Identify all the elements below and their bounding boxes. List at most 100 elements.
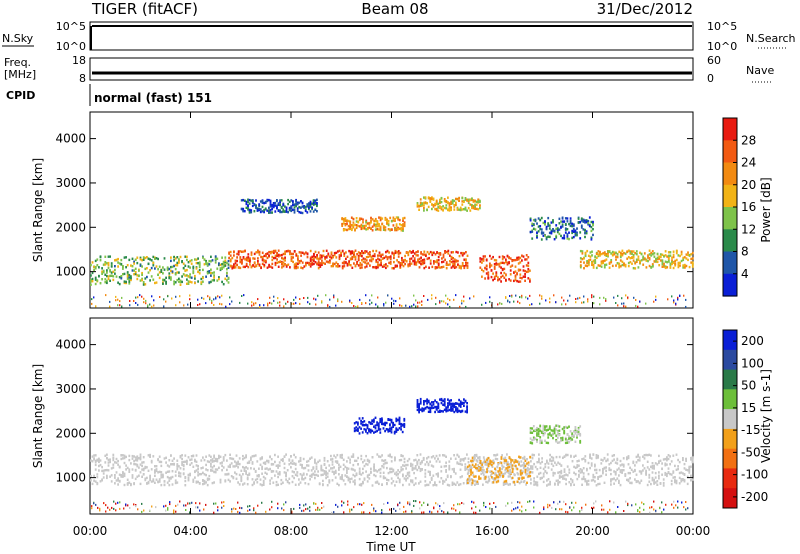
range-gate-cell xyxy=(410,257,413,260)
range-gate-cell xyxy=(458,266,461,269)
range-gate-cell xyxy=(166,464,169,467)
range-gate-cell xyxy=(576,434,578,437)
range-gate-cell xyxy=(493,275,496,279)
near-range-cell xyxy=(577,297,579,300)
range-gate-cell xyxy=(360,484,363,487)
range-gate-cell xyxy=(544,439,546,442)
range-gate-cell xyxy=(492,272,494,275)
range-gate-cell xyxy=(500,275,502,279)
range-gate-cell xyxy=(519,276,522,279)
range-gate-cell xyxy=(253,252,256,256)
range-gate-cell xyxy=(632,259,635,262)
range-gate-cell xyxy=(547,222,550,225)
range-gate-cell xyxy=(393,260,395,264)
near-range-cell xyxy=(639,300,641,303)
range-gate-cell xyxy=(451,481,454,484)
range-gate-cell xyxy=(423,196,425,199)
range-gate-cell xyxy=(465,262,467,266)
range-gate-cell xyxy=(582,475,585,478)
range-gate-cell xyxy=(528,468,531,471)
near-range-cell xyxy=(105,510,107,513)
range-gate-cell xyxy=(605,459,607,463)
near-range-cell xyxy=(107,506,109,509)
range-gate-cell xyxy=(243,466,246,470)
range-gate-cell xyxy=(170,278,172,281)
range-gate-cell xyxy=(453,482,455,485)
range-gate-cell xyxy=(399,251,402,255)
near-range-cell xyxy=(129,300,131,302)
near-range-cell xyxy=(163,305,165,308)
range-gate-cell xyxy=(110,274,113,277)
range-gate-cell xyxy=(383,263,386,267)
near-range-cell xyxy=(409,305,411,308)
range-gate-cell xyxy=(90,459,92,462)
range-gate-cell xyxy=(330,253,333,256)
range-gate-cell xyxy=(264,200,267,204)
range-gate-cell xyxy=(310,475,313,478)
range-gate-cell xyxy=(474,454,476,457)
range-gate-cell xyxy=(168,483,171,487)
range-gate-cell xyxy=(120,474,123,477)
range-gate-cell xyxy=(402,217,404,220)
range-gate-cell xyxy=(229,260,232,263)
range-gate-cell xyxy=(382,476,385,480)
range-gate-cell xyxy=(453,205,456,208)
colorbar-swatch xyxy=(723,140,737,164)
range-gate-cell xyxy=(449,263,451,266)
near-range-cell xyxy=(121,296,123,299)
range-gate-cell xyxy=(334,476,337,479)
range-gate-cell xyxy=(186,255,188,258)
range-gate-cell xyxy=(165,280,167,284)
range-gate-cell xyxy=(314,460,316,463)
range-gate-cell xyxy=(171,463,174,466)
range-gate-cell xyxy=(524,273,526,276)
range-gate-cell xyxy=(162,272,164,275)
range-gate-cell xyxy=(544,428,546,431)
range-gate-cell xyxy=(122,475,124,478)
range-gate-cell xyxy=(405,463,407,467)
range-gate-cell xyxy=(293,453,295,457)
range-gate-cell xyxy=(394,251,397,255)
range-gate-cell xyxy=(157,480,159,483)
range-gate-cell xyxy=(374,427,377,430)
range-gate-cell xyxy=(381,422,383,425)
range-gate-cell xyxy=(272,481,275,484)
range-gate-cell xyxy=(229,254,232,257)
range-gate-cell xyxy=(395,419,398,423)
range-gate-cell xyxy=(674,479,676,483)
range-gate-cell xyxy=(366,426,369,430)
range-gate-cell xyxy=(394,456,396,460)
range-gate-cell xyxy=(494,457,497,461)
range-gate-cell xyxy=(381,454,383,457)
range-gate-cell xyxy=(387,228,390,231)
range-gate-cell xyxy=(397,473,399,476)
range-gate-cell xyxy=(285,478,287,481)
range-gate-cell xyxy=(393,430,396,434)
range-gate-cell xyxy=(200,282,203,286)
range-gate-cell xyxy=(424,480,427,483)
range-gate-cell xyxy=(459,462,462,466)
range-gate-cell xyxy=(642,256,645,260)
range-gate-cell xyxy=(413,471,415,475)
range-gate-cell xyxy=(384,228,387,232)
range-gate-cell xyxy=(413,259,416,262)
range-gate-cell xyxy=(333,466,335,469)
range-gate-cell xyxy=(271,211,273,214)
range-gate-cell xyxy=(566,474,569,477)
range-gate-cell xyxy=(126,466,129,470)
range-gate-cell xyxy=(466,199,468,202)
range-gate-cell xyxy=(439,206,441,209)
range-gate-cell xyxy=(495,272,498,276)
range-gate-cell xyxy=(195,460,198,463)
range-gate-cell xyxy=(426,208,428,211)
range-gate-cell xyxy=(503,276,506,279)
range-gate-cell xyxy=(373,266,376,269)
range-gate-cell xyxy=(634,252,637,255)
range-gate-cell xyxy=(93,479,95,482)
range-gate-cell xyxy=(685,457,687,461)
range-gate-cell xyxy=(398,471,401,474)
range-gate-cell xyxy=(96,258,99,261)
range-gate-cell xyxy=(587,262,590,265)
range-gate-cell xyxy=(423,258,426,261)
range-gate-cell xyxy=(194,459,196,463)
